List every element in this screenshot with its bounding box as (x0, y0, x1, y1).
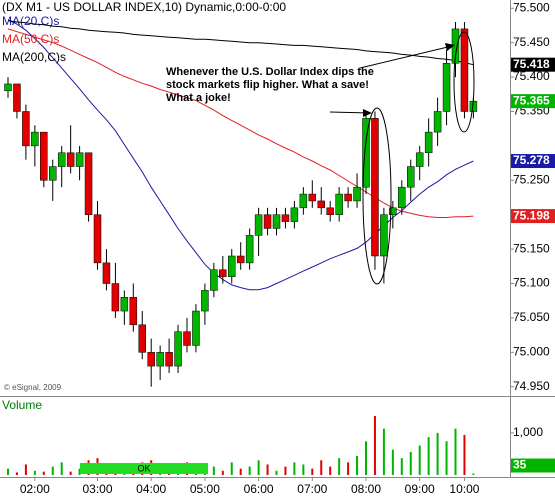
candle-body (192, 310, 200, 346)
candle-body (57, 152, 66, 167)
candle-body (31, 131, 39, 147)
chart-title: (DX M1 - US DOLLAR INDEX,10) Dynamic,0:0… (2, 0, 286, 14)
x-tick-label: 10:00 (449, 482, 479, 496)
candle-body (326, 207, 334, 215)
candle-body (228, 255, 236, 277)
legend-entry: MA(200,C)s (2, 50, 66, 64)
y-tick-label: 75.050 (513, 310, 550, 324)
y-tick-label: 75.000 (513, 345, 550, 359)
candle-body (13, 83, 21, 112)
candle-body (398, 186, 406, 209)
candle-body (102, 262, 111, 284)
y-tick-label: 75.500 (513, 0, 550, 14)
candle-body (49, 166, 57, 181)
candle-body (290, 207, 299, 222)
candle-body (299, 193, 308, 209)
candle-body (415, 152, 424, 167)
moving-average-line (7, 20, 474, 66)
candle-body (335, 193, 343, 215)
x-tick-label: 04:00 (136, 482, 166, 496)
y-tick-label: 75.450 (513, 35, 550, 49)
candle-body (210, 269, 218, 291)
candle-body (245, 235, 254, 264)
y-tick-label: 75.400 (513, 69, 550, 83)
y-tick-label: 75.100 (513, 276, 550, 290)
candle-body (183, 331, 191, 346)
last-value-label: 75.418 (513, 57, 550, 71)
ok-button[interactable] (80, 463, 208, 474)
candle-body (433, 111, 442, 133)
candle-body (40, 131, 48, 181)
last-value-label: 75.198 (513, 208, 550, 222)
candle-body (407, 166, 415, 188)
x-tick-label: 07:00 (297, 482, 327, 496)
candle-body (371, 118, 379, 257)
candle-body (219, 269, 227, 277)
last-value-label-bg (511, 154, 555, 169)
last-value-label-bg (511, 209, 555, 224)
candle-body (129, 297, 138, 326)
candle-body (201, 290, 209, 312)
candle-body (263, 214, 272, 229)
highlight-ellipse (453, 31, 475, 133)
candle-body (344, 193, 352, 202)
candle-body (84, 152, 93, 215)
candle-body (75, 152, 84, 167)
x-tick-label: 05:00 (190, 482, 220, 496)
moving-average-line (7, 19, 474, 291)
candle-body (380, 214, 388, 257)
legend-entry: MA(50,C)s (2, 32, 59, 46)
highlight-ellipse (362, 107, 392, 285)
candle-body (147, 352, 155, 367)
arrow-head (363, 109, 372, 117)
candle-body (281, 214, 290, 222)
candle-body (272, 214, 281, 229)
candle-body (4, 83, 12, 92)
candle-body (254, 214, 263, 236)
x-tick-label: 03:00 (82, 482, 112, 496)
arrow (359, 45, 453, 69)
candle-body (165, 352, 173, 367)
candle-body (93, 214, 102, 264)
candle-body (236, 255, 245, 264)
last-volume-label-bg (511, 458, 555, 473)
candle-body (111, 283, 120, 312)
candle-body (362, 118, 370, 188)
candle-body (424, 131, 433, 154)
candle-body (138, 324, 146, 353)
candle-body (389, 207, 397, 215)
last-value-label-bg (511, 57, 555, 72)
y-tick-label: 75.250 (513, 172, 550, 186)
candle-body (317, 200, 325, 209)
last-value-label: 75.278 (513, 153, 550, 167)
x-tick-label: 02:00 (20, 482, 50, 496)
x-tick-label: 06:00 (244, 482, 274, 496)
candle-body (442, 63, 451, 112)
volume-tick-label: 1,000 (513, 425, 543, 439)
ok-button-label[interactable]: OK (137, 463, 150, 473)
candle-body (353, 186, 361, 202)
x-tick-label: 08:00 (351, 482, 381, 496)
x-tick-label: 09:00 (405, 482, 435, 496)
candle-body (174, 331, 182, 367)
candle-body (460, 28, 469, 112)
last-volume-label: 35 (513, 458, 527, 472)
candle-body (22, 111, 30, 147)
y-tick-label: 74.950 (513, 379, 550, 393)
annotation: Whenever the U.S. Dollar Index dips the … (166, 66, 374, 104)
candle-body (308, 193, 317, 202)
credit: © eSignal, 2009 (4, 383, 62, 392)
y-tick-label: 75.150 (513, 241, 550, 255)
last-price-label: 75.365 (513, 93, 550, 107)
candle-body (66, 152, 75, 167)
candle-body (156, 352, 164, 367)
arrow-head (445, 43, 455, 51)
volume-title: Volume (2, 398, 42, 412)
last-price-label-bg (511, 94, 555, 109)
candle-body (120, 297, 129, 312)
